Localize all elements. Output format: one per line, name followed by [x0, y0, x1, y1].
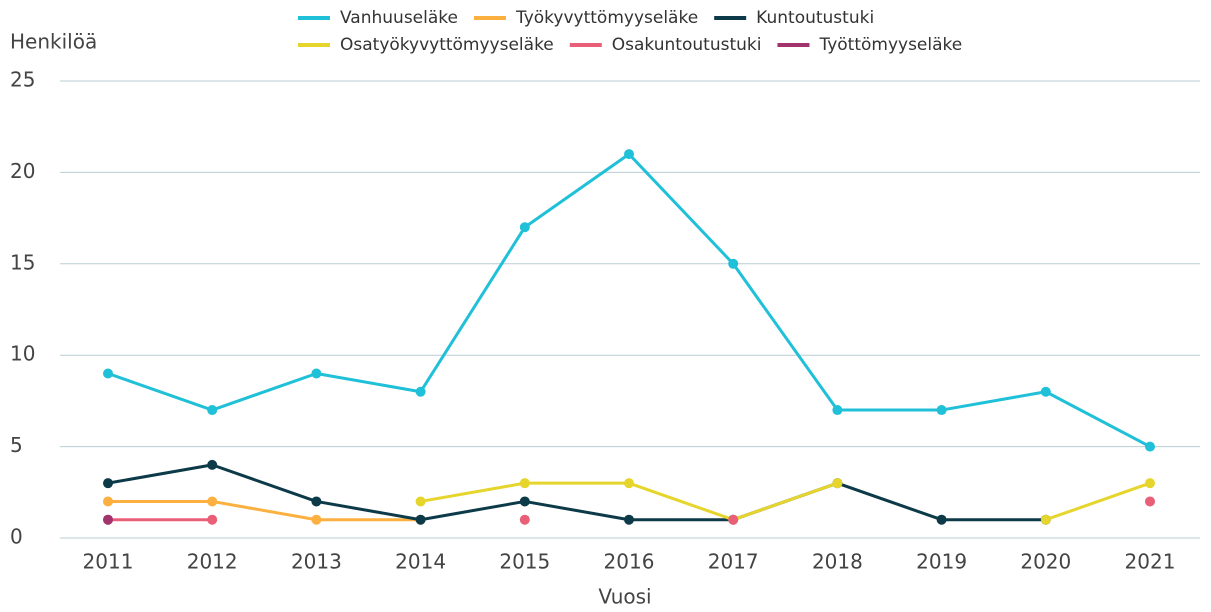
point — [1040, 514, 1051, 525]
point — [415, 386, 426, 397]
x-tick-label: 2021 — [1125, 550, 1176, 574]
x-tick-label: 2014 — [395, 550, 446, 574]
point — [519, 514, 530, 525]
point — [832, 405, 843, 416]
y-tick-label: 5 — [10, 433, 23, 457]
y-tick-label: 25 — [10, 68, 35, 92]
point — [728, 258, 739, 269]
legend-label: Osatyökyvyttömyyseläke — [340, 35, 554, 55]
x-tick-label: 2015 — [499, 550, 550, 574]
x-tick-label: 2011 — [83, 550, 134, 574]
x-tick-label: 2019 — [916, 550, 967, 574]
series-line — [107, 463, 1046, 522]
point — [519, 496, 530, 507]
y-tick-label: 10 — [10, 342, 35, 366]
series-line — [108, 499, 421, 522]
point — [415, 514, 426, 525]
point — [103, 514, 113, 525]
point — [311, 368, 322, 379]
y-axis-label: Henkilöä — [10, 30, 97, 54]
legend-label: Työttömyyseläke — [818, 35, 962, 55]
y-tick-label: 0 — [10, 525, 23, 549]
legend-label: Kuntoutustuki — [756, 8, 874, 28]
point — [624, 478, 634, 489]
x-tick-label: 2018 — [812, 550, 863, 574]
point — [311, 496, 322, 507]
point — [624, 514, 634, 525]
point — [1040, 386, 1051, 397]
legend-label: Osakuntoutustuki — [612, 35, 762, 55]
point — [311, 514, 322, 525]
series-line — [107, 152, 1151, 448]
x-tick-label: 2016 — [604, 550, 655, 574]
y-tick-label: 15 — [10, 250, 35, 274]
point — [519, 222, 530, 233]
y-tick-label: 20 — [10, 159, 35, 183]
point — [624, 149, 634, 160]
legend-label: Vanhuuseläke — [340, 8, 458, 28]
point — [103, 478, 113, 489]
legend-label: Työkyvyttömyyseläke — [515, 8, 698, 28]
point — [103, 496, 113, 507]
point — [832, 478, 843, 489]
point — [415, 496, 426, 507]
x-tick-label: 2013 — [291, 550, 342, 574]
point — [103, 368, 113, 379]
point — [207, 514, 218, 525]
point — [936, 514, 947, 525]
point — [207, 459, 218, 470]
x-axis-label: Vuosi — [598, 585, 651, 609]
point — [1145, 496, 1155, 507]
point — [936, 405, 947, 416]
point — [1145, 478, 1155, 489]
point — [207, 496, 218, 507]
x-tick-label: 2017 — [708, 550, 759, 574]
point — [207, 405, 218, 416]
point — [519, 478, 530, 489]
point — [1145, 441, 1155, 452]
x-tick-label: 2020 — [1020, 550, 1071, 574]
point — [728, 514, 739, 525]
x-tick-label: 2012 — [187, 550, 238, 574]
